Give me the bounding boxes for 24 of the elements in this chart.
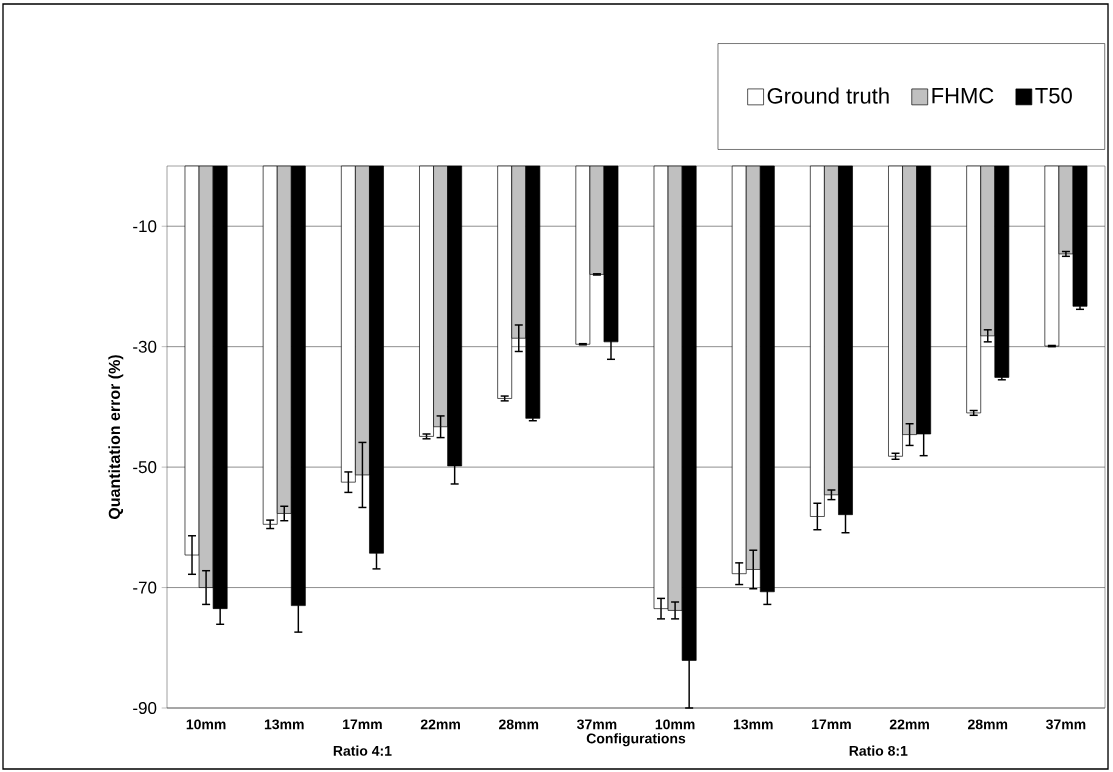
y-tick-label: -50 bbox=[133, 461, 157, 474]
text: Ratio 4:1 bbox=[333, 745, 392, 756]
x-tick-label: 22mm bbox=[889, 719, 929, 730]
legend-label: Ground truth bbox=[767, 87, 889, 104]
y-tick-label: -70 bbox=[133, 581, 157, 594]
x-tick-label: 10mm bbox=[186, 719, 226, 730]
x-tick-label: 17mm bbox=[812, 719, 851, 730]
legend-label: FHMC bbox=[932, 87, 994, 104]
y-axis-title: Quantitation error (%) bbox=[108, 355, 124, 520]
x-tick-label: 22mm bbox=[420, 719, 460, 730]
y-tick-label: -10 bbox=[133, 220, 157, 233]
x-tick-label: 28mm bbox=[499, 719, 539, 730]
x-tick-label: 37mm bbox=[577, 719, 617, 730]
x-tick-label: 37mm bbox=[1046, 719, 1086, 730]
x-tick-label: 17mm bbox=[343, 719, 382, 730]
y-tick-label: -30 bbox=[133, 340, 157, 353]
x-tick-label: 28mm bbox=[968, 719, 1008, 730]
x-axis-title: Configurations bbox=[586, 733, 686, 747]
x-tick-label: 13mm bbox=[264, 719, 304, 730]
text: Ratio 8:1 bbox=[849, 745, 908, 756]
legend-label: T50 bbox=[1035, 87, 1072, 104]
y-tick-label: -90 bbox=[133, 701, 157, 715]
x-tick-label: 13mm bbox=[733, 719, 773, 730]
x-tick-label: 10mm bbox=[655, 719, 695, 730]
